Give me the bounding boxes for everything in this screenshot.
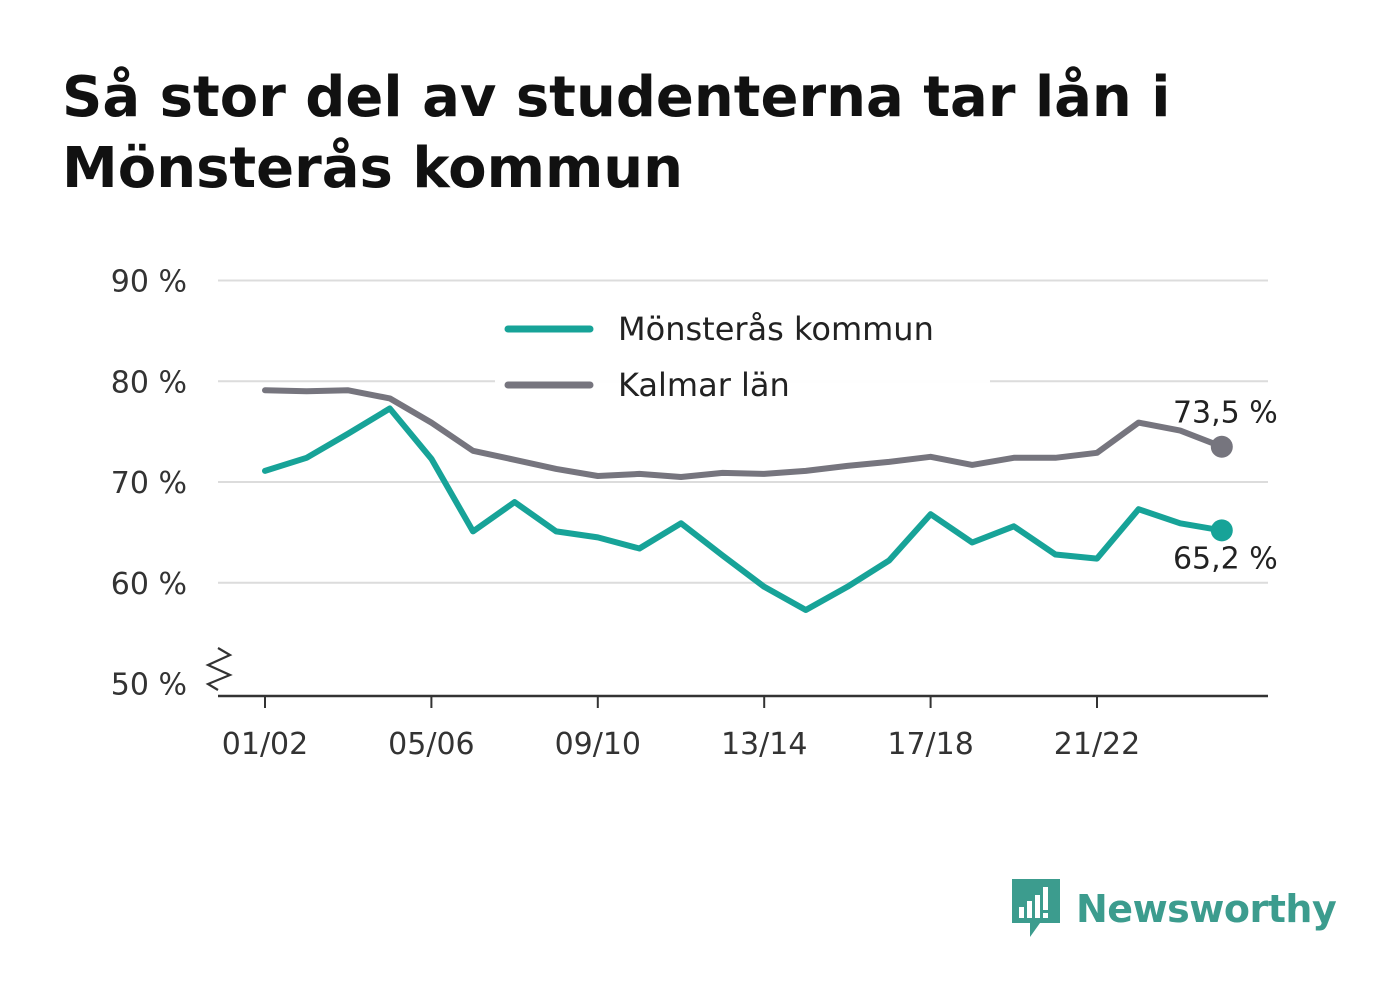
brand-name: Newsworthy xyxy=(1076,887,1337,931)
y-tick-label: 90 % xyxy=(111,265,187,300)
legend-label: Mönsterås kommun xyxy=(618,310,934,348)
x-tick-label: 05/06 xyxy=(388,727,474,762)
legend-label: Kalmar län xyxy=(618,366,790,404)
x-tick-label: 13/14 xyxy=(721,727,807,762)
axes: 50 % 60 % 70 % 80 % 90 % 01/02 05/06 09/10 13/14… xyxy=(111,265,1268,762)
y-tick-label: 60 % xyxy=(111,567,187,602)
newsworthy-logo-icon xyxy=(1012,879,1060,937)
y-axis-break xyxy=(205,647,233,691)
legend: Mönsterås kommun Kalmar län xyxy=(495,300,990,412)
y-tick-label: 80 % xyxy=(111,365,187,400)
end-labels: 65,2 % 73,5 % xyxy=(1173,396,1278,577)
x-tick-label: 09/10 xyxy=(555,727,641,762)
end-value-label: 65,2 % xyxy=(1173,541,1278,576)
legend-background xyxy=(495,300,990,412)
end-value-label: 73,5 % xyxy=(1173,396,1278,431)
brand-logo: Newsworthy xyxy=(1010,876,1337,942)
series-end-point xyxy=(1210,519,1233,542)
x-tick-label: 17/18 xyxy=(887,727,973,762)
series-line xyxy=(262,387,1225,480)
series-end-point xyxy=(1210,435,1233,458)
series-line xyxy=(262,405,1225,613)
x-tick-label: 01/02 xyxy=(222,727,308,762)
y-tick-label: 70 % xyxy=(111,466,187,501)
series xyxy=(262,387,1233,613)
y-tick-label: 50 % xyxy=(111,668,187,703)
x-tick-label: 21/22 xyxy=(1054,727,1140,762)
chart-title: Så stor del av studenterna tar lån i Mön… xyxy=(62,65,1171,201)
